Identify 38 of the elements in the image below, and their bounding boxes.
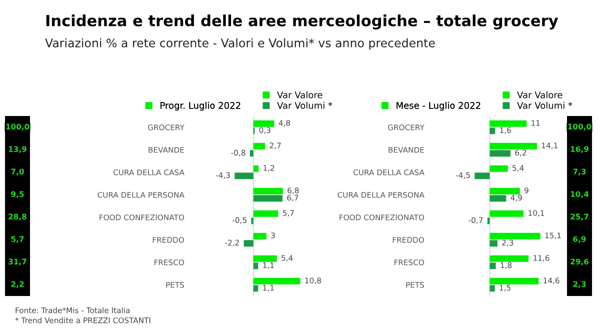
bar	[253, 210, 278, 217]
bar	[490, 278, 539, 284]
bar	[253, 255, 277, 262]
bar	[250, 150, 254, 157]
legend-label: Var Volumi *	[277, 102, 332, 109]
bar	[490, 150, 511, 157]
bar	[253, 120, 274, 127]
bar	[487, 218, 490, 224]
chart-title: Incidenza e trend delle aree merceologiche – totale grocery	[46, 14, 558, 30]
bar	[490, 128, 496, 134]
chart-subtitle: Variazioni % a rete corrente - Valori e Volumi* vs anno precedente	[45, 38, 435, 50]
bar	[490, 195, 506, 202]
bar	[490, 188, 520, 194]
bar	[490, 285, 495, 292]
bar	[253, 195, 282, 202]
bar	[490, 255, 529, 262]
legend-title: Mese - Luglio 2022	[396, 102, 480, 111]
bar	[490, 262, 496, 270]
legend-title: Progr. Luglio 2022	[160, 102, 240, 111]
bar	[474, 172, 490, 180]
bar	[253, 142, 266, 150]
bar	[253, 262, 258, 270]
bar	[490, 210, 524, 217]
bar	[253, 232, 266, 240]
legend-label: Var Valore	[277, 91, 322, 98]
legend-label: Var Volumi *	[517, 102, 572, 109]
bar	[253, 165, 259, 172]
bar	[490, 142, 537, 150]
bar	[253, 188, 283, 194]
bar	[490, 240, 498, 247]
bar	[234, 172, 254, 180]
bar	[490, 232, 540, 240]
bar	[490, 120, 527, 127]
bar	[253, 285, 258, 292]
legend-label: Var Valore	[517, 91, 562, 98]
bar	[490, 165, 508, 172]
bar	[253, 278, 300, 284]
bar	[244, 240, 254, 247]
